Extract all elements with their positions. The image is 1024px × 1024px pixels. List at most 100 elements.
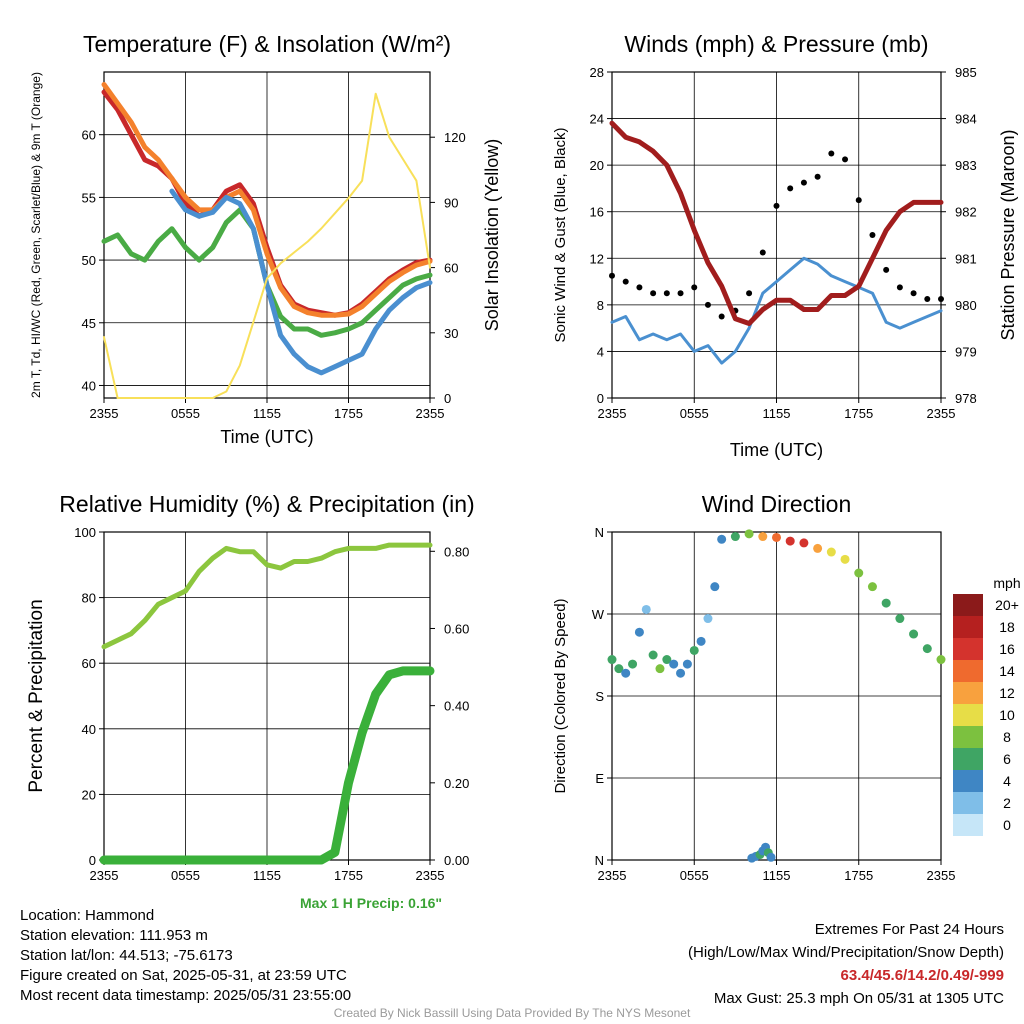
x-tick-label: 0555: [680, 868, 709, 883]
y-tick-label: 12: [590, 251, 604, 266]
x-tick-label: 2355: [90, 868, 119, 883]
series-line-9m-temperature: [101, 82, 433, 318]
direction-point: [682, 659, 692, 669]
legend-label: 12: [999, 685, 1015, 701]
chart-title-wind-direction: Wind Direction: [702, 491, 852, 517]
y-tick-label: 80: [82, 591, 96, 606]
direction-point: [621, 668, 631, 678]
direction-point: [909, 629, 919, 639]
y-tick-label: W: [592, 607, 605, 622]
y-tick-label: 8: [597, 298, 604, 313]
x-tick-label: 1755: [334, 406, 363, 421]
y-right-tick-label: 0.00: [444, 853, 469, 868]
chart-title-humidity: Relative Humidity (%) & Precipitation (i…: [59, 491, 474, 517]
elevation-line: Station elevation: 111.953 m: [20, 927, 208, 944]
legend-label: 4: [1003, 773, 1011, 789]
direction-point: [840, 554, 850, 564]
y-tick-label: N: [595, 853, 604, 868]
gust-point: [814, 173, 821, 180]
y-tick-label: 20: [590, 158, 604, 173]
gust-point: [636, 284, 643, 291]
direction-point: [676, 668, 686, 678]
gust-point: [609, 272, 615, 279]
gust-point: [924, 296, 931, 303]
gust-point: [746, 290, 753, 297]
x-tick-label: 1755: [334, 868, 363, 883]
y-right-tick-label: 0.60: [444, 621, 469, 636]
location-line: Location: Hammond: [20, 907, 155, 924]
x-tick-label: 2355: [927, 868, 956, 883]
y-right-axis-label: Solar Insolation (Yellow): [482, 139, 502, 331]
extremes-legend: (High/Low/Max Wind/Precipitation/Snow De…: [688, 944, 1004, 961]
series-line-solar-insolation: [103, 92, 431, 399]
y-right-axis-label: Station Pressure (Maroon): [998, 129, 1018, 340]
gust-point: [663, 290, 670, 297]
y-right-tick-label: 0: [444, 391, 451, 406]
legend-label: 2: [1003, 795, 1011, 811]
y-axis-label: 2m T, Td, HI/WC (Red, Green, Scarlet/Blu…: [29, 72, 43, 398]
legend-swatch: [953, 726, 983, 748]
y-right-tick-label: 30: [444, 326, 458, 341]
x-tick-label: 1155: [763, 406, 791, 421]
direction-point: [730, 532, 740, 542]
y-tick-label: 4: [597, 344, 604, 359]
y-tick-label: E: [595, 771, 604, 786]
x-tick-label: 2355: [416, 868, 445, 883]
gust-point: [910, 290, 917, 297]
legend-swatch: [953, 814, 983, 836]
y-tick-label: 0: [89, 853, 96, 868]
x-tick-label: 1155: [253, 868, 281, 883]
legend-swatch: [953, 748, 983, 770]
direction-point: [766, 852, 776, 862]
direction-point: [922, 644, 932, 654]
y-right-tick-label: 984: [955, 112, 977, 127]
direction-point: [744, 529, 754, 539]
y-tick-label: 55: [82, 190, 96, 205]
direction-point: [813, 543, 823, 553]
extremes-heading: Extremes For Past 24 Hours: [814, 921, 1004, 938]
legend-label: 14: [999, 663, 1015, 679]
legend-label: 16: [999, 641, 1015, 657]
chart-title-winds: Winds (mph) & Pressure (mb): [624, 31, 928, 57]
y-tick-label: 0: [597, 391, 604, 406]
y-tick-label: 40: [82, 722, 96, 737]
y-right-tick-label: 90: [444, 195, 458, 210]
y-right-tick-label: 979: [955, 344, 977, 359]
y-tick-label: 24: [590, 112, 604, 127]
y-right-tick-label: 982: [955, 205, 977, 220]
direction-point: [669, 659, 679, 669]
legend-label: 0: [1003, 817, 1011, 833]
gust-point: [938, 296, 944, 303]
x-axis-label: Time (UTC): [220, 427, 313, 447]
direction-point: [634, 627, 644, 637]
legend-swatch: [953, 594, 983, 616]
x-tick-label: 1155: [253, 406, 281, 421]
gust-point: [622, 278, 629, 285]
y-axis-label: Direction (Colored By Speed): [552, 598, 569, 793]
y-tick-label: 16: [590, 205, 604, 220]
direction-point: [785, 536, 795, 546]
y-right-tick-label: 985: [955, 65, 977, 80]
station-info: Location: Hammond Station elevation: 111…: [20, 906, 351, 1006]
gust-point: [773, 202, 780, 209]
gust-point: [650, 290, 657, 297]
y-tick-label: S: [595, 689, 604, 704]
y-tick-label: N: [595, 525, 604, 540]
x-tick-label: 0555: [171, 406, 200, 421]
y-right-tick-label: 0.40: [444, 699, 469, 714]
y-right-tick-label: 0.20: [444, 776, 469, 791]
direction-point: [867, 582, 877, 592]
extremes-values: 63.4/45.6/14.2/0.49/-999: [840, 967, 1004, 984]
direction-point: [895, 614, 905, 624]
y-right-tick-label: 120: [444, 130, 466, 145]
y-right-tick-label: 981: [955, 251, 977, 266]
max-precip-label: Max 1 H Precip: 0.16": [300, 895, 443, 911]
direction-point: [826, 547, 836, 557]
x-tick-label: 1755: [844, 868, 873, 883]
legend-title: mph: [993, 575, 1020, 591]
direction-point: [799, 538, 809, 548]
credit-line: Created By Nick Bassill Using Data Provi…: [333, 1006, 691, 1020]
y-right-tick-label: 0.80: [444, 544, 469, 559]
legend-label: 10: [999, 707, 1015, 723]
x-tick-label: 0555: [171, 868, 200, 883]
